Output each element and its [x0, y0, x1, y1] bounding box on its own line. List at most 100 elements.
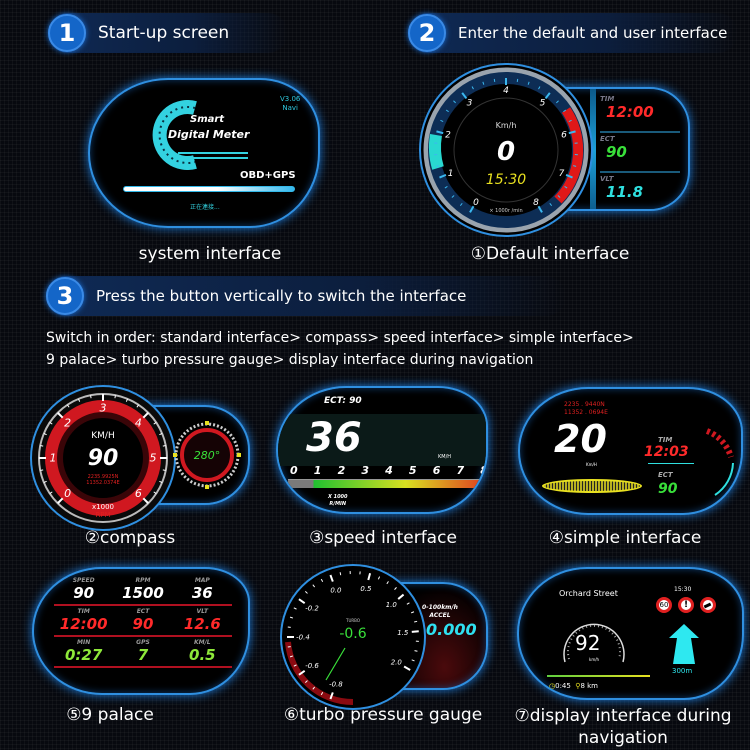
section-header-2: 2 Enter the default and user interface	[408, 13, 738, 53]
scale-label: 3	[361, 464, 369, 477]
caption-nav-2: navigation	[578, 728, 668, 748]
gauge-tick	[320, 578, 324, 583]
compass-dial: 280°	[173, 421, 241, 489]
gauge-tick-label: 1.0	[386, 601, 398, 609]
cell-value: 90	[73, 584, 95, 602]
gauge-tick-label: 0	[64, 487, 71, 500]
gauge-tick-label: 5	[150, 452, 157, 465]
gauge-tick	[411, 630, 419, 633]
scale-label: 2	[337, 464, 346, 477]
gauge-tick	[435, 165, 439, 167]
gauge-needle	[325, 647, 346, 681]
gauge-tick	[90, 395, 92, 399]
gauge-tick	[125, 398, 128, 402]
gauge-tick-label: 4	[503, 86, 509, 96]
gauge-tick-label: 5	[540, 98, 546, 108]
caption-turbo: ⑥turbo pressure gauge	[283, 705, 483, 725]
longitude: 11352.0374E	[86, 480, 119, 486]
side-readout: ECT 90	[600, 135, 680, 173]
gauge-tick	[57, 497, 64, 504]
logo-text: Smart	[190, 114, 225, 125]
gauge-tick	[527, 81, 530, 85]
simple-screen: 2235 . 9440N 11352 . 0694E 20 Km/H TIM 12…	[518, 387, 743, 515]
cell-label: VLT	[196, 608, 209, 615]
gauge-tick	[411, 659, 415, 662]
gauge-tick	[40, 469, 44, 471]
gauge-tick-label: 0.5	[360, 585, 372, 593]
section-title: Start-up screen	[98, 23, 230, 43]
gauge-tick	[43, 433, 47, 436]
cell-value: 0:27	[65, 646, 103, 664]
gauge-tick-label: 8	[533, 198, 539, 208]
accel-label: 0-100km/h	[422, 604, 458, 611]
gauge-tick	[436, 130, 444, 135]
cell-label: TIM	[77, 608, 90, 615]
speed-unit: KM/H	[91, 431, 114, 441]
side-readout: VLT 11.8	[600, 175, 680, 209]
gauge-tick	[304, 680, 308, 684]
gauge-tick	[411, 611, 415, 614]
speed-value: 36	[306, 415, 362, 461]
gauge-tick	[312, 686, 316, 690]
gauge-tick	[461, 92, 468, 100]
gauge-tick-label: 6	[135, 487, 142, 500]
gauge-tick	[563, 109, 567, 113]
speedometer-arc	[563, 623, 625, 663]
gauge-tick	[289, 616, 294, 619]
gauge-tick	[451, 195, 455, 198]
gauge-tick	[114, 395, 116, 399]
rpm-multiplier: X 1000	[328, 494, 348, 500]
mode-label: OBD+GPS	[240, 170, 296, 181]
straight-arrow-icon	[669, 624, 699, 664]
gauge-tick	[469, 205, 475, 213]
gauge-tick	[298, 670, 306, 676]
gauge-tick	[142, 497, 149, 504]
gauge-tick	[568, 119, 572, 122]
status-text: 正在連接...	[190, 204, 220, 211]
gauge-tick	[49, 491, 53, 494]
gauge-tick-label: 2.0	[391, 658, 403, 666]
gauge-tick	[549, 203, 553, 206]
gauge-tick-label: 2	[64, 416, 71, 429]
version-sub: Navi	[282, 104, 298, 112]
compass-rpm-gauge: 0 1 2 3 4 5 6 KM/H 90 2235.9925N 11352.0374E x…	[30, 385, 176, 531]
step-badge: 1	[48, 14, 86, 52]
rpm-bar	[288, 480, 484, 488]
speed-limit-icon: 60	[656, 597, 672, 613]
speed-unit: km/h	[589, 657, 600, 662]
tim-value: 12:03	[644, 444, 689, 460]
caption-compass: ②compass	[84, 528, 176, 548]
readout-value: 11.8	[606, 183, 644, 201]
side-arc-gauge	[705, 428, 734, 496]
latitude: 2235 . 9440N	[564, 401, 605, 408]
palace-cell: VLT 12.6	[172, 608, 232, 637]
gauge-tick	[386, 581, 389, 585]
rpm-unit: R/MIN	[329, 501, 347, 507]
nav-screen: Orchard Street 15:30 60 ! 300m 92 km/h ◷…	[517, 567, 744, 700]
readout-value: 12:00	[606, 103, 654, 121]
gauge-tick	[440, 119, 444, 122]
gauge-tick	[453, 100, 456, 104]
cell-label: GPS	[136, 639, 150, 646]
gauge-tick	[544, 92, 551, 100]
readout-label: TIM	[600, 95, 615, 103]
readout-value: 90	[606, 143, 627, 161]
gauge-tick	[445, 109, 449, 113]
gauge-tick-label: 0	[473, 198, 479, 208]
tim-label: TIM	[658, 436, 673, 444]
ect-value: 90	[658, 481, 678, 497]
version: V3.06	[280, 95, 301, 103]
accel-value: 0.000	[426, 620, 477, 639]
gauge-tick	[459, 203, 463, 206]
step-badge: 3	[46, 277, 84, 315]
remaining-distance: 8 km	[580, 682, 598, 690]
gauge-tick	[414, 650, 418, 652]
gauge-tick-label: 6	[561, 130, 567, 140]
gauge-tick-label: -0.2	[305, 605, 319, 613]
gauge-tick	[394, 587, 397, 590]
gauge-tick	[298, 598, 306, 604]
gauge-tick-label: 1	[448, 169, 454, 179]
gauge-tick	[556, 100, 559, 104]
speed-value: 0	[497, 137, 515, 167]
caption-palace: ⑤9 palace	[66, 705, 154, 725]
